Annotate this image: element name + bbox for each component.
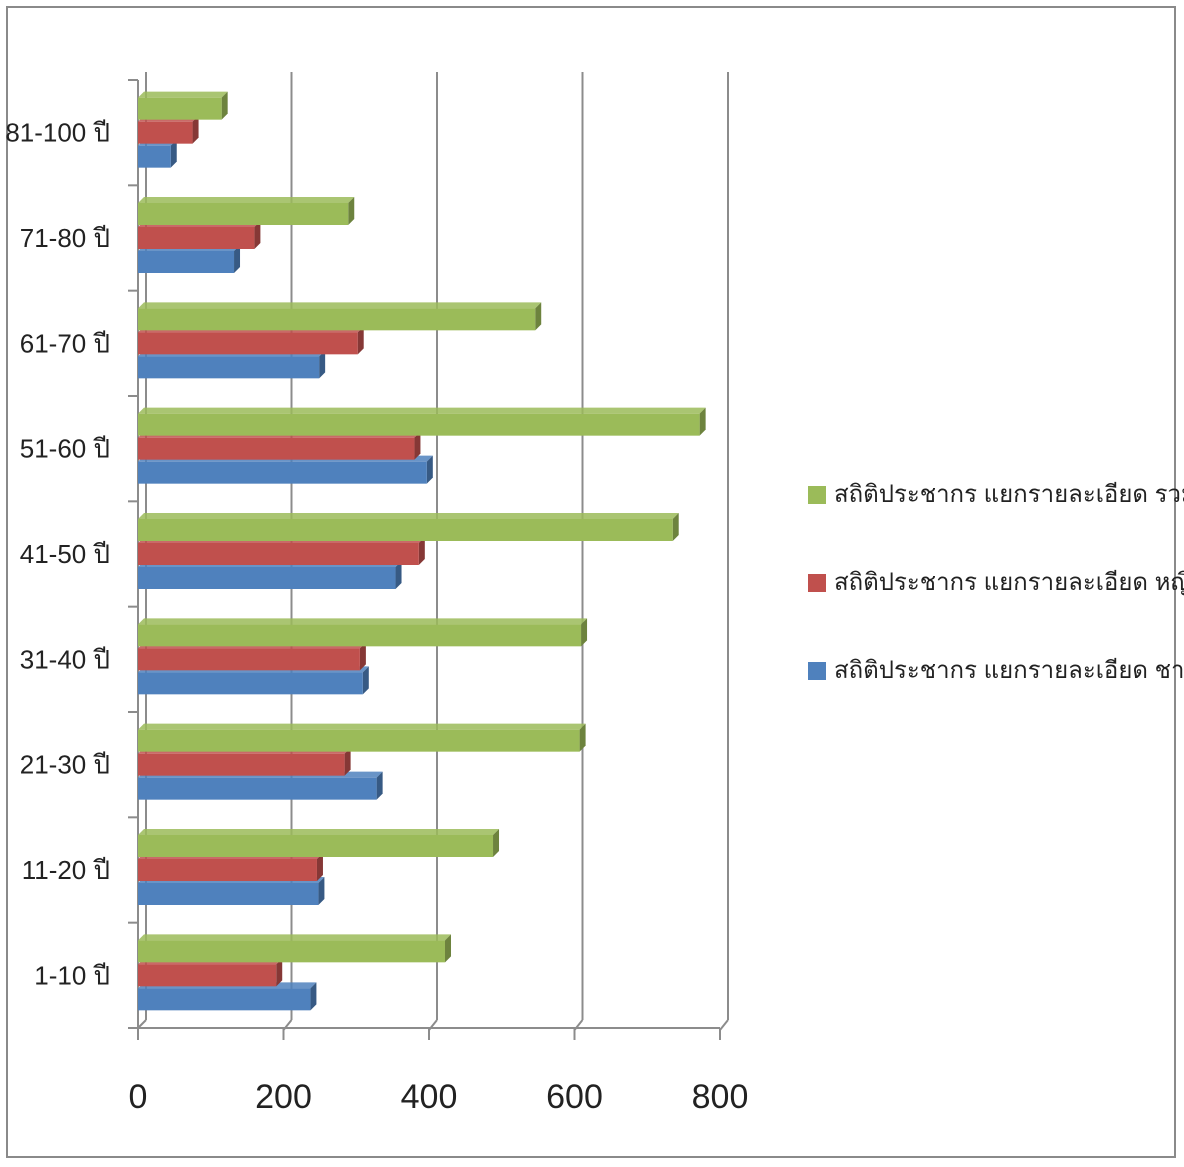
bar [138, 519, 673, 541]
bar [138, 648, 360, 671]
bar-side-face [318, 877, 325, 905]
bar [138, 332, 358, 355]
bar [138, 859, 317, 881]
bar-side-face [672, 513, 679, 541]
bar [138, 543, 419, 565]
bar-side-face [581, 618, 588, 647]
x-tick-label: 800 [692, 1078, 749, 1116]
bar [138, 753, 345, 776]
x-tick-label: 600 [546, 1078, 603, 1116]
bar [138, 97, 222, 120]
bars [138, 91, 706, 1011]
legend-swatch [808, 486, 826, 504]
category-label: 21-30 ปี [20, 750, 110, 780]
bar-top-face [138, 513, 679, 519]
bar-top-face [138, 723, 586, 730]
bar-side-face [344, 747, 351, 776]
category-label: 71-80 ปี [20, 223, 110, 253]
category-label: 41-50 ปี [20, 539, 110, 569]
bar-side-face [170, 139, 177, 168]
bar [138, 777, 377, 800]
bar [138, 883, 319, 905]
bar [138, 835, 494, 857]
bar-top-face [138, 407, 706, 414]
bar-top-face [138, 197, 355, 203]
bar [138, 203, 349, 225]
bar [138, 672, 363, 695]
bar-side-face [319, 350, 326, 379]
bar-top-face [138, 934, 452, 941]
bar [138, 729, 580, 752]
bar-side-face [418, 537, 425, 565]
bar [138, 413, 700, 436]
category-label: 11-20 ปี [22, 855, 110, 885]
bar [138, 940, 446, 963]
bar-top-face [138, 91, 228, 98]
bar [138, 624, 582, 647]
axis-labels: 0 200 400 600 800 1-10 ปี 11-20 ปี 21-30 ปี 31-4… [5, 118, 748, 1116]
legend-label: สถิติประชากร แยกรายละเอียด รวม (คน) [834, 481, 1184, 508]
bar-side-face [316, 853, 323, 881]
bar-side-face [579, 723, 586, 752]
gridline-floor [719, 1019, 729, 1031]
bar-side-face [362, 666, 369, 695]
bar [138, 121, 193, 144]
bar-side-face [445, 934, 452, 963]
category-label: 51-60 ปี [20, 434, 110, 464]
bar-side-face [376, 771, 383, 800]
bar [138, 145, 171, 168]
bar-side-face [414, 431, 421, 460]
bar-side-face [395, 561, 402, 589]
bar [138, 227, 255, 249]
category-label: 81-100 ปี [5, 118, 110, 148]
category-label: 61-70 ปี [20, 328, 110, 358]
bar-side-face [221, 91, 228, 120]
x-tick-label: 0 [129, 1078, 148, 1116]
legend-label: สถิติประชากร แยกรายละเอียด หญิง (คน) [834, 569, 1184, 596]
bar-side-face [493, 829, 500, 857]
bar-side-face [234, 245, 241, 273]
bar-side-face [192, 115, 199, 144]
category-label: 1-10 ปี [34, 960, 110, 990]
bar [138, 988, 311, 1011]
bar-side-face [359, 642, 366, 671]
bar [138, 356, 320, 379]
bar [138, 964, 277, 987]
bar-top-face [138, 302, 542, 309]
axis-corner [137, 1019, 147, 1029]
legend-swatch [808, 574, 826, 592]
category-label: 31-40 ปี [20, 644, 110, 674]
bar-side-face [310, 982, 317, 1011]
bar-side-face [254, 221, 261, 249]
bar-side-face [348, 197, 355, 225]
bar-side-face [357, 326, 364, 355]
bar [138, 437, 415, 460]
legend: สถิติประชากร แยกรายละเอียด รวม (คน) สถิติ… [808, 481, 1184, 684]
bar [138, 308, 536, 331]
x-tick-label: 400 [401, 1078, 458, 1116]
bar [138, 567, 396, 589]
legend-swatch [808, 662, 826, 680]
bar [138, 251, 235, 273]
bar-side-face [276, 958, 283, 987]
bar-side-face [426, 455, 433, 484]
legend-label: สถิติประชากร แยกรายละเอียด ชาย (คน) [834, 657, 1184, 684]
bar-side-face [535, 302, 542, 331]
bar [138, 461, 427, 484]
bar-top-face [138, 829, 500, 835]
x-tick-label: 200 [255, 1078, 312, 1116]
bar-side-face [699, 407, 706, 436]
bar-top-face [138, 618, 588, 625]
